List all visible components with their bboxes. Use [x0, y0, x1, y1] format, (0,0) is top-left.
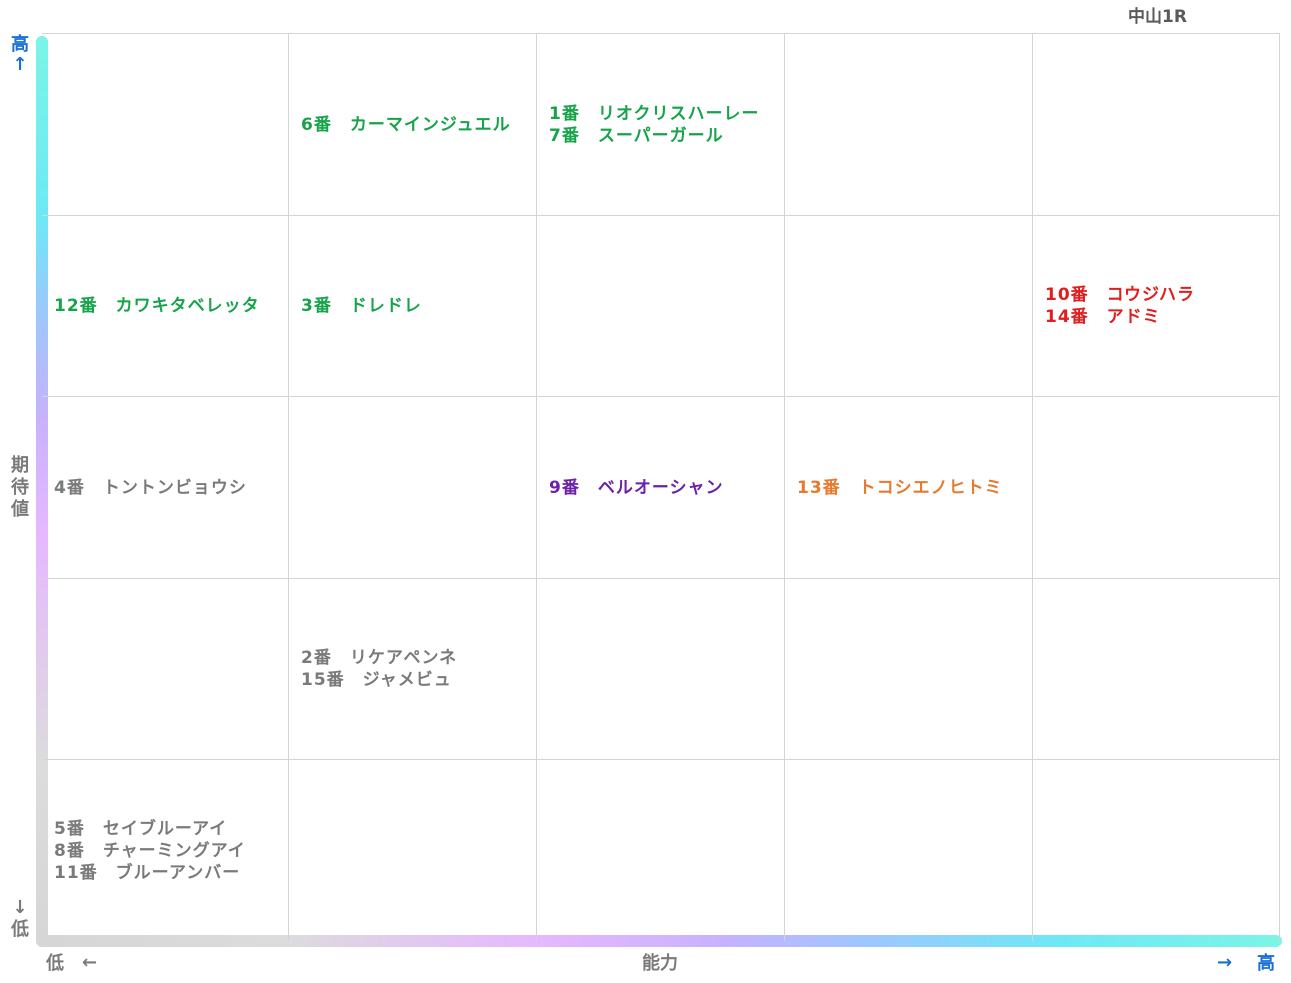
- grid-cell: 9番 ベルオーシャン: [537, 396, 785, 578]
- horse-entry: 3番 ドレドレ: [301, 296, 422, 316]
- chart-grid: 6番 カーマインジュエル 1番 リオクリスハーレー 7番 スーパーガール 12番 カワ…: [42, 33, 1280, 941]
- horse-entry: 1番 リオクリスハーレー: [549, 103, 760, 124]
- x-axis-title: 能力: [642, 953, 678, 974]
- x-right-arrow-icon: →: [1217, 952, 1233, 973]
- grid-cell: [42, 33, 289, 215]
- race-title: 中山1R: [1128, 7, 1187, 27]
- grid-cell: 5番 セイブルーアイ 8番 チャーミングアイ 11番 ブルーアンバー: [42, 759, 289, 941]
- horse-entry: 7番 スーパーガール: [549, 125, 724, 146]
- horse-entry: 11番 ブルーアンバー: [54, 862, 241, 883]
- grid-cell: [1033, 578, 1280, 759]
- grid-cell: [289, 396, 537, 578]
- grid-cell: [537, 215, 785, 396]
- grid-cell: 4番 トントンビョウシ: [42, 396, 289, 578]
- grid-cell: 13番 トコシエノヒトミ: [785, 396, 1033, 578]
- horse-entry: 4番 トントンビョウシ: [54, 477, 247, 498]
- y-down-arrow-icon: ↓: [12, 897, 28, 918]
- grid-cell: 12番 カワキタベレッタ: [42, 215, 289, 396]
- x-left-arrow-icon: ←: [82, 952, 98, 973]
- x-low-label: 低: [46, 953, 64, 974]
- horse-entry: 15番 ジャメビュ: [301, 670, 452, 690]
- horse-entry: 8番 チャーミングアイ: [54, 840, 246, 861]
- grid-cell: [785, 33, 1033, 215]
- grid-cell: 6番 カーマインジュエル: [289, 33, 537, 215]
- y-up-arrow-icon: ↑: [12, 54, 28, 75]
- grid-cell: 3番 ドレドレ: [289, 215, 537, 396]
- grid-cell: [1033, 33, 1280, 215]
- grid-cell: [42, 578, 289, 759]
- horse-entry: 9番 ベルオーシャン: [549, 477, 724, 498]
- grid-cell: 1番 リオクリスハーレー 7番 スーパーガール: [537, 33, 785, 215]
- grid-cell: [537, 759, 785, 941]
- y-high-label: 高: [11, 34, 29, 55]
- grid-cell: 2番 リケアペンネ 15番 ジャメビュ: [289, 578, 537, 759]
- grid-cell: [1033, 759, 1280, 941]
- horse-entry: 2番 リケアペンネ: [301, 648, 458, 668]
- grid-cell: [785, 578, 1033, 759]
- y-low-label: 低: [11, 919, 29, 940]
- grid-cell: 10番 コウジハラ 14番 アドミ: [1033, 215, 1280, 396]
- grid-cell: [1033, 396, 1280, 578]
- x-high-label: 高: [1257, 953, 1275, 974]
- horse-entry: 10番 コウジハラ: [1045, 285, 1195, 305]
- grid-cell: [785, 215, 1033, 396]
- y-axis-title-char: 期: [11, 455, 29, 476]
- horse-entry: 6番 カーマインジュエル: [301, 114, 511, 135]
- horse-entry: 13番 トコシエノヒトミ: [797, 477, 1003, 498]
- x-axis-bar: [36, 935, 1282, 947]
- y-axis-title: 期待値: [10, 455, 30, 521]
- y-axis-title-char: 待: [11, 477, 29, 498]
- y-axis-title-char: 値: [11, 499, 29, 520]
- horse-entry: 12番 カワキタベレッタ: [54, 296, 260, 316]
- grid-cell: [785, 759, 1033, 941]
- grid-cell: [289, 759, 537, 941]
- horse-entry: 14番 アドミ: [1045, 307, 1161, 327]
- grid-cell: [537, 578, 785, 759]
- y-axis-bar: [36, 36, 48, 944]
- horse-entry: 5番 セイブルーアイ: [54, 818, 228, 839]
